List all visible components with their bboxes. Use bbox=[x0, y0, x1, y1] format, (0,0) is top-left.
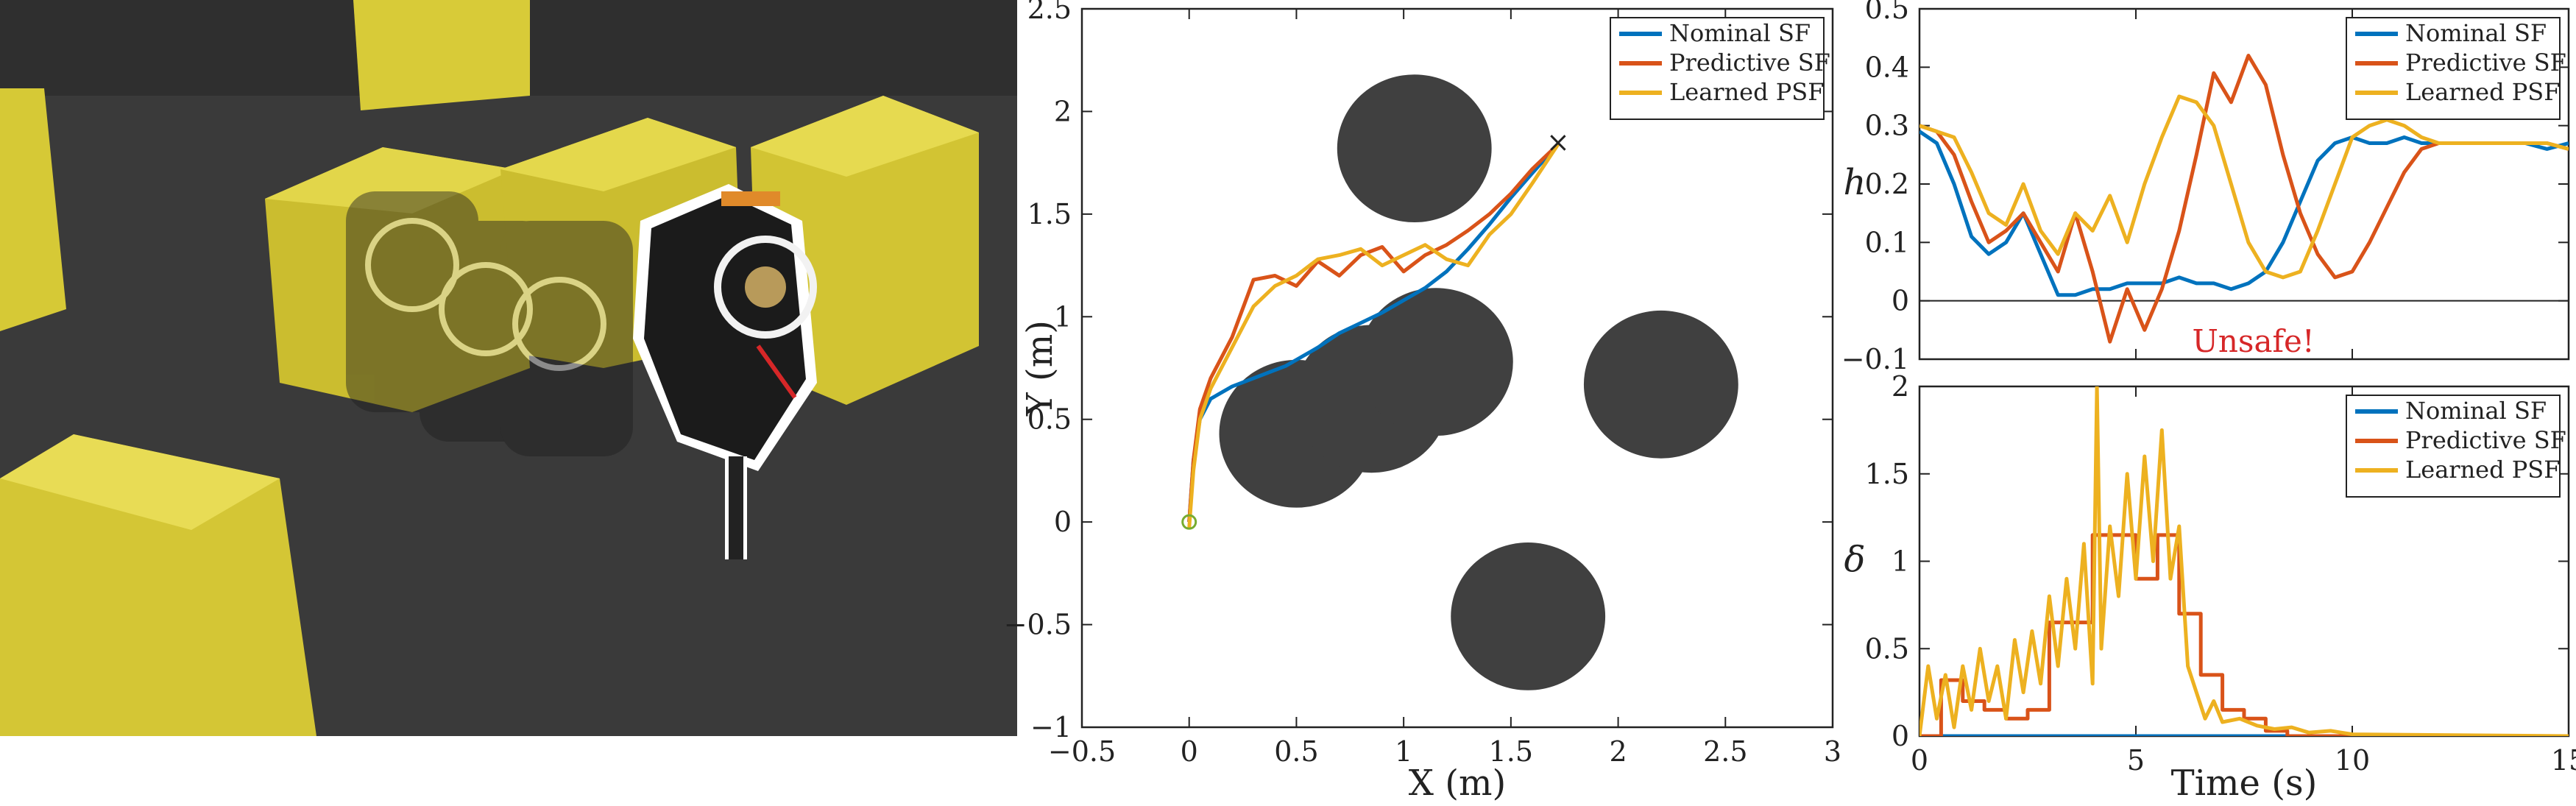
legend-label: Predictive SF bbox=[2405, 49, 2566, 77]
obstacle bbox=[1294, 325, 1449, 473]
legend-label: Nominal SF bbox=[2405, 397, 2547, 425]
yellow-box-1 bbox=[0, 88, 66, 331]
x-tick-label: 0 bbox=[1181, 735, 1198, 768]
obstacle bbox=[1219, 359, 1374, 508]
y-tick-label: −0.1 bbox=[1841, 343, 1909, 375]
y-tick-label: 1 bbox=[1892, 545, 1909, 578]
x-axis-label: X (m) bbox=[1409, 763, 1506, 804]
obstacle bbox=[1583, 310, 1738, 459]
robot-photo bbox=[0, 0, 1017, 736]
plot-area bbox=[1919, 386, 2569, 736]
y-tick-label: 0 bbox=[1892, 720, 1909, 752]
series-line-learned-psf bbox=[1187, 143, 1560, 529]
y-tick-label: 1.5 bbox=[1027, 198, 1072, 230]
h-chart: −0.1 0 0.1 0.2 0.3 0.4 0.5 h Unsafe! Nominal SFPr… bbox=[1841, 0, 2570, 375]
legend-label: Learned PSF bbox=[2405, 78, 2560, 106]
y-tick-label: 0.5 bbox=[1865, 0, 1909, 25]
x-tick-label: 1.5 bbox=[1489, 735, 1533, 768]
legend-label: Nominal SF bbox=[2405, 19, 2547, 47]
legend-label: Learned PSF bbox=[1669, 78, 1824, 106]
axes-frame bbox=[1918, 385, 2570, 738]
y-tick-label: 0 bbox=[1054, 506, 1072, 538]
obstacle bbox=[1358, 288, 1513, 436]
legend-box bbox=[2346, 395, 2561, 498]
robot-ghosts bbox=[346, 191, 633, 456]
y-axis-label: δ bbox=[1844, 540, 1866, 581]
start-marker bbox=[1181, 514, 1197, 530]
delta-chart: 0 5 10 15 0 0.5 1 1.5 2 Time (s) δ Nominal SFPredic… bbox=[1844, 370, 2576, 804]
y-axis-label: h bbox=[1844, 162, 1866, 203]
plot-area: × bbox=[1181, 74, 1738, 690]
y-axis-label: Y (m) bbox=[1019, 320, 1061, 417]
y-tick-label: −1 bbox=[1030, 711, 1072, 743]
y-tick-label: 1 bbox=[1054, 300, 1072, 333]
yellow-box-6 bbox=[0, 434, 316, 736]
hopping-robot-icon bbox=[633, 184, 817, 559]
x-tick-label: 5 bbox=[2127, 744, 2145, 777]
plot-area bbox=[1919, 54, 2569, 344]
y-tick-label: 0.2 bbox=[1865, 168, 1909, 200]
y-tick-label: 2.5 bbox=[1027, 0, 1072, 25]
series-line-nominal-sf bbox=[1919, 130, 2569, 297]
legend-label: Learned PSF bbox=[2405, 456, 2560, 484]
y-tick-label: 0.5 bbox=[1027, 403, 1072, 436]
goal-marker: × bbox=[1546, 126, 1570, 158]
unsafe-annotation: Unsafe! bbox=[2192, 323, 2314, 359]
axes-frame bbox=[1080, 7, 1834, 729]
x-tick-label: 10 bbox=[2335, 744, 2370, 777]
y-tick-label: 0 bbox=[1892, 285, 1909, 317]
series-line-predictive-sf bbox=[1919, 533, 2569, 736]
series-line-predictive-sf bbox=[1187, 143, 1560, 523]
x-tick-label: 2 bbox=[1609, 735, 1627, 768]
x-tick-label: 0 bbox=[1911, 744, 1928, 777]
y-tick-label: 0.3 bbox=[1865, 110, 1909, 142]
legend-box bbox=[1610, 17, 1825, 120]
y-tick-label: 2 bbox=[1892, 370, 1909, 403]
legend-label: Nominal SF bbox=[1669, 19, 1811, 47]
axes-frame bbox=[1918, 7, 2570, 361]
series-line-learned-psf bbox=[1919, 94, 2569, 280]
legend-label: Predictive SF bbox=[2405, 426, 2566, 454]
trajectory-chart: −0.5 0 0.5 1 1.5 2 2.5 3−1−0.500.511.522.5X (m)… bbox=[1004, 0, 1841, 804]
legend-box bbox=[2346, 17, 2561, 120]
obstacle bbox=[1451, 542, 1606, 690]
series-line-learned-psf bbox=[1919, 386, 2569, 736]
x-axis-label: Time (s) bbox=[2171, 763, 2318, 804]
x-tick-label: −0.5 bbox=[1048, 735, 1116, 768]
obstacle bbox=[1337, 74, 1492, 223]
y-tick-label: 0.1 bbox=[1865, 226, 1909, 258]
y-tick-label: 2 bbox=[1054, 95, 1072, 127]
x-tick-label: 1 bbox=[1395, 735, 1412, 768]
yellow-box-3 bbox=[265, 147, 530, 412]
x-tick-label: 0.5 bbox=[1274, 735, 1318, 768]
x-tick-label: 3 bbox=[1824, 735, 1841, 768]
x-tick-label: 15 bbox=[2551, 744, 2576, 777]
y-tick-label: 1.5 bbox=[1865, 458, 1909, 490]
yellow-box-2 bbox=[353, 0, 530, 110]
legend-label: Predictive SF bbox=[1669, 49, 1830, 77]
series-line-nominal-sf bbox=[1187, 143, 1560, 523]
y-tick-label: 0.4 bbox=[1865, 51, 1909, 83]
x-tick-label: 2.5 bbox=[1703, 735, 1747, 768]
series-line-predictive-sf bbox=[1919, 54, 2569, 344]
y-tick-label: 0.5 bbox=[1865, 632, 1909, 665]
